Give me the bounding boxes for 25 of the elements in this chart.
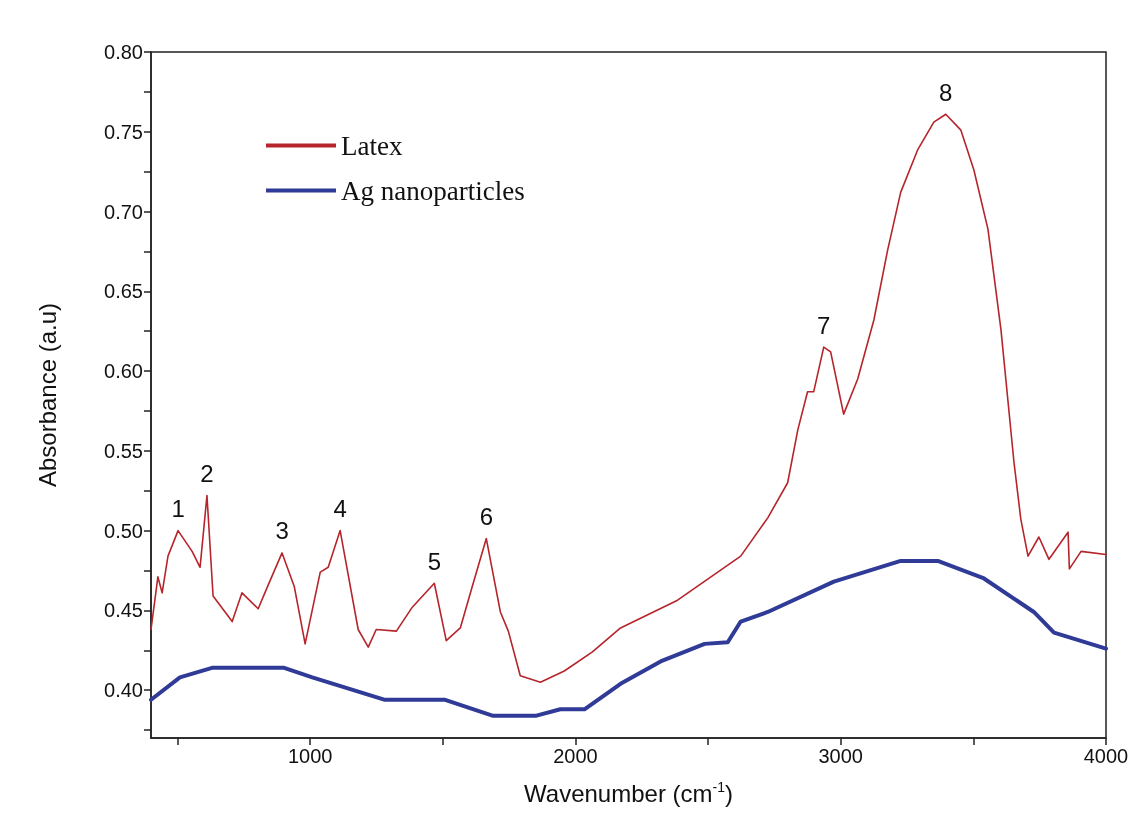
annotation: 8 [939, 78, 953, 106]
y-tick-label: 0.70 [104, 200, 143, 223]
y-axis-title: Absorbance (a.u) [33, 302, 61, 488]
annotation: 6 [479, 503, 493, 531]
x-tick-label: 1000 [287, 745, 333, 767]
annotation: 5 [427, 547, 441, 575]
annotation: 2 [200, 460, 214, 488]
y-tick-label: 0.65 [104, 280, 143, 303]
line-series [150, 113, 1107, 683]
legend-label: Latex [341, 130, 403, 161]
y-tick-label: 0.75 [104, 120, 143, 143]
y-tick-label: 0.40 [104, 679, 143, 702]
annotation: 1 [171, 495, 185, 523]
annotation: 7 [817, 311, 831, 339]
x-tick-label: 3000 [818, 745, 863, 767]
x-tick-label: 2000 [553, 745, 598, 767]
annotation: 4 [333, 495, 347, 523]
annotation: 3 [275, 517, 289, 545]
y-tick-label: 0.80 [104, 41, 143, 63]
legend-label: Ag nanoparticles [341, 175, 525, 206]
x-tick-label: 4000 [1083, 745, 1129, 767]
y-tick-label: 0.45 [104, 599, 143, 622]
y-tick-label: 0.55 [104, 439, 143, 462]
y-tick-label: 0.60 [104, 360, 143, 383]
y-tick-label: 0.50 [104, 519, 143, 542]
